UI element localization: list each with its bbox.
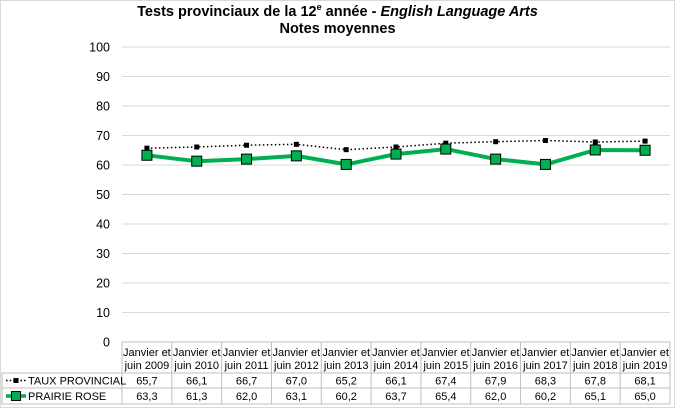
data-table-value: 62,0 [485,391,506,403]
data-table-value: 68,1 [634,376,655,388]
category-label: juin 2014 [373,360,419,372]
data-table-value: 63,7 [385,391,406,403]
data-table-value: 60,2 [335,391,356,403]
legend-label: TAUX PROVINCIAL [28,376,126,388]
data-table-value: 67,4 [435,376,456,388]
point-taux-provincial [642,138,648,144]
category-label: juin 2010 [173,360,219,372]
data-table-value: 62,0 [236,391,257,403]
y-axis-ticks: 0 10 20 30 40 50 60 70 80 90 100 [89,41,110,350]
point-prairie-rose [639,144,651,156]
category-label: juin 2011 [224,360,269,372]
category-label: juin 2017 [522,360,568,372]
data-table-value: 67,0 [286,376,307,388]
y-tick-label: 80 [96,100,110,114]
data-table-value: 67,9 [485,376,506,388]
point-taux-provincial [592,139,598,145]
chart-subtitle: Notes moyennes [279,21,396,37]
data-table-value: 61,3 [186,391,207,403]
point-prairie-rose [390,148,402,160]
point-taux-provincial [194,144,200,150]
y-tick-label: 30 [96,247,110,261]
data-table-value: 65,4 [435,391,456,403]
y-tick-label: 10 [96,306,110,320]
category-label: juin 2009 [124,360,170,372]
point-prairie-rose [440,143,452,155]
point-prairie-rose [191,155,203,167]
y-tick-label: 20 [96,277,110,291]
point-prairie-rose [340,158,352,170]
point-taux-provincial [443,140,449,146]
legend-marker-prairie-rose [11,391,21,401]
point-prairie-rose [290,150,302,162]
y-tick-label: 70 [96,129,110,143]
point-taux-provincial [493,139,499,145]
y-tick-label: 90 [96,70,110,84]
data-table-value: 65,7 [136,376,157,388]
point-prairie-rose [539,158,551,170]
category-label: juin 2013 [323,360,369,372]
category-label: Janvier et [173,347,221,359]
category-label: Janvier et [123,347,171,359]
y-tick-label: 40 [96,218,110,232]
chart-title: Tests provinciaux de la 12e année - Engl… [137,2,538,20]
data-table-value: 63,3 [136,391,157,403]
data-table-value: 66,1 [186,376,207,388]
y-tick-label: 100 [89,41,110,55]
point-taux-provincial [343,147,349,153]
category-label: Janvier et [273,347,321,359]
point-prairie-rose [241,153,253,165]
data-table-value: 66,7 [236,376,257,388]
data-table-value: 65,2 [335,376,356,388]
category-label: juin 2012 [273,360,319,372]
data-table-value: 65,1 [585,391,606,403]
data-table-value: 63,1 [286,391,307,403]
category-label: juin 2018 [572,360,618,372]
category-label: Janvier et [522,347,570,359]
category-label: juin 2019 [622,360,668,372]
category-label: Janvier et [422,347,470,359]
category-label: juin 2016 [472,360,518,372]
point-taux-provincial [393,144,399,150]
category-label: Janvier et [322,347,370,359]
gridlines [122,46,670,343]
category-label: Janvier et [472,347,520,359]
data-table-value: 60,2 [535,391,556,403]
data-table-value: 66,1 [385,376,406,388]
point-taux-provincial [144,145,150,151]
point-taux-provincial [542,138,548,144]
y-tick-label: 0 [103,336,110,350]
data-table-value: 65,0 [634,391,655,403]
legend-marker-taux-provincial [13,378,19,383]
category-label: Janvier et [372,347,420,359]
point-prairie-rose [589,144,601,156]
category-label: Janvier et [621,347,669,359]
series-lines [141,138,651,170]
y-tick-label: 60 [96,159,110,173]
y-tick-label: 50 [96,188,110,202]
point-prairie-rose [490,153,502,165]
legend-label: PRAIRIE ROSE [28,391,106,403]
point-taux-provincial [244,142,250,148]
category-label: Janvier et [223,347,271,359]
category-label: Janvier et [571,347,619,359]
category-label: juin 2015 [422,360,468,372]
point-taux-provincial [293,141,299,147]
point-prairie-rose [141,149,153,161]
data-table-value: 67,8 [585,376,606,388]
data-table-value: 68,3 [535,376,556,388]
